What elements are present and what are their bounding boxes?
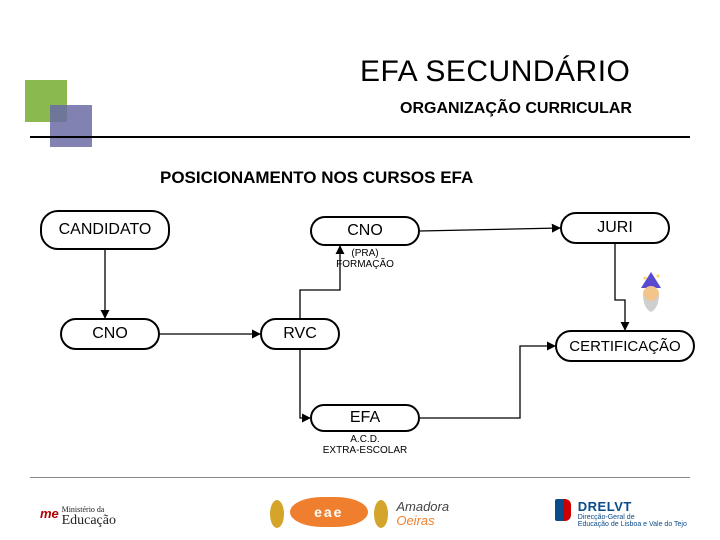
logo-drelvt-line2: Educação de Lisboa e Vale do Tejo (578, 521, 687, 528)
node-cno-left: CNO (60, 318, 160, 350)
wizard-icon (630, 270, 672, 316)
node-rvc: RVC (260, 318, 340, 350)
logo-eae-oval-right (374, 500, 388, 528)
node-cno-top-sub-line1: (PRA) (351, 248, 378, 259)
edge-juri-to-cert (615, 244, 625, 330)
logo-me-mark: me (40, 506, 59, 521)
node-cno-top: CNO (310, 216, 420, 246)
node-cno-top-sub-line2: FORMAÇÃO (336, 259, 394, 270)
node-efa-sub-line2: EXTRA-ESCOLAR (323, 445, 407, 456)
flowchart-edges (0, 0, 720, 540)
logo-me-text: Educação (62, 513, 116, 528)
edge-rvc-to-efa (300, 350, 310, 418)
logo-drelvt-mark: DRELVT (578, 499, 632, 514)
logo-eae-line2: Oeiras (396, 513, 434, 528)
flowchart-canvas: CANDIDATO CNO (PRA) FORMAÇÃO JURI CNO RV… (0, 0, 720, 540)
logo-drelvt: DRELVT Direcção-Geral de Educação de Lis… (555, 499, 687, 528)
edge-cno1-to-juri (420, 228, 560, 231)
node-efa-sub-line1: A.C.D. (350, 434, 379, 445)
logo-drelvt-line1: Direcção-Geral de (578, 514, 687, 521)
logo-ministerio-educacao: me Ministério da Educação (40, 506, 116, 528)
node-juri: JURI (560, 212, 670, 244)
edge-efa-to-cert (420, 346, 555, 418)
logo-eae-oval-left (270, 500, 284, 528)
logo-eae-mark: eae (290, 497, 368, 527)
node-efa-sub: A.C.D. EXTRA-ESCOLAR (315, 434, 415, 456)
node-cno-top-sub: (PRA) FORMAÇÃO (325, 248, 405, 270)
node-candidato: CANDIDATO (40, 210, 170, 250)
flag-icon (555, 499, 571, 521)
logo-eae: eae Amadora Oeiras (270, 497, 449, 528)
node-efa: EFA (310, 404, 420, 432)
footer-rule (30, 477, 690, 478)
node-certificacao: CERTIFICAÇÃO (555, 330, 695, 362)
